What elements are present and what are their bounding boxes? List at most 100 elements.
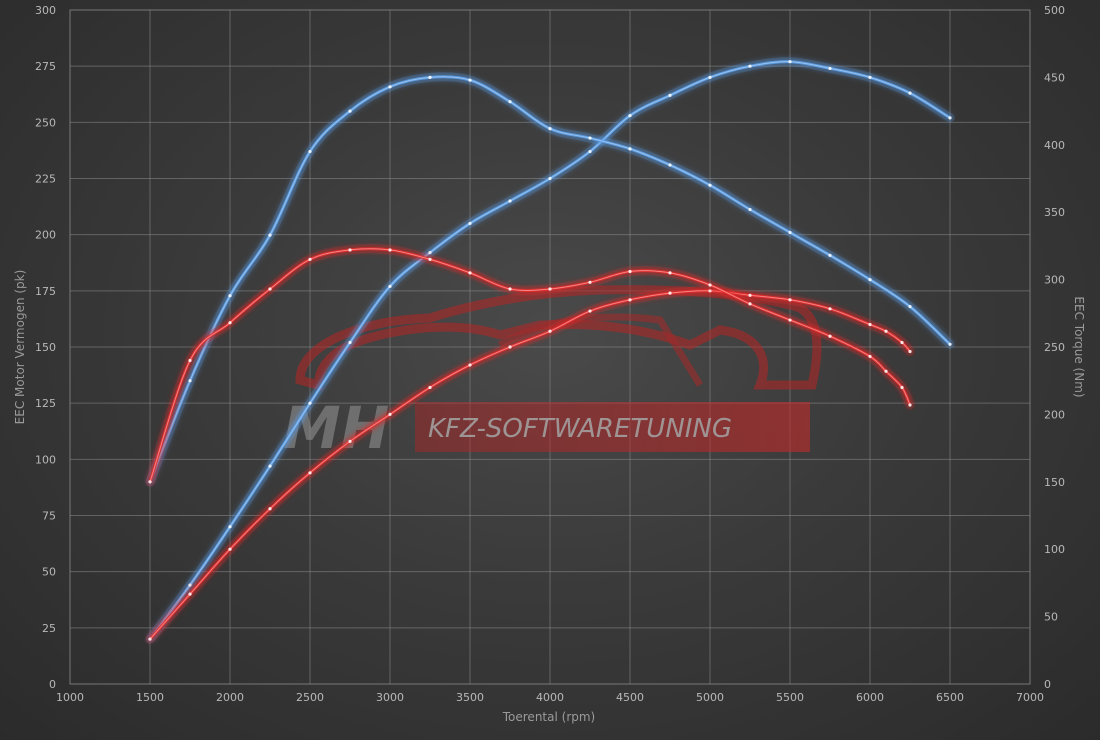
data-point (308, 471, 312, 475)
series-core (149, 248, 911, 482)
data-point (828, 307, 832, 311)
data-point (268, 233, 272, 237)
x-tick-label: 4000 (536, 691, 564, 704)
data-point (884, 369, 888, 373)
y-right-tick-label: 50 (1044, 611, 1058, 624)
data-point (628, 147, 632, 151)
data-point (908, 349, 912, 354)
data-point (588, 280, 592, 284)
data-point (948, 116, 952, 120)
data-point (548, 127, 552, 131)
series-tuned-torque (145, 72, 955, 487)
data-point (308, 149, 312, 154)
data-point (788, 230, 792, 235)
data-point (668, 163, 672, 167)
data-point (868, 75, 872, 79)
data-point (388, 248, 392, 252)
data-point (708, 283, 712, 287)
data-point (908, 403, 912, 407)
series-core (149, 61, 951, 640)
data-point (508, 199, 512, 203)
data-point (708, 183, 712, 187)
data-point (348, 248, 352, 252)
y-right-tick-label: 300 (1044, 274, 1065, 287)
y-right-tick-label: 500 (1044, 4, 1065, 17)
y-left-tick-label: 100 (35, 453, 56, 466)
data-point (748, 302, 752, 306)
data-point (388, 284, 392, 288)
data-point (668, 93, 672, 97)
y-right-tick-label: 150 (1044, 476, 1065, 489)
x-tick-label: 2500 (296, 691, 324, 704)
y-right-tick-label: 100 (1044, 543, 1065, 556)
data-point (428, 385, 432, 390)
data-point (828, 66, 832, 71)
data-point (548, 176, 552, 181)
x-tick-label: 2000 (216, 691, 244, 704)
data-point (948, 342, 952, 346)
data-point (628, 113, 632, 118)
x-tick-label: 1500 (136, 691, 164, 704)
y-right-tick-label: 450 (1044, 71, 1065, 84)
x-tick-label: 7000 (1016, 691, 1044, 704)
y-right-tick-label: 400 (1044, 139, 1065, 152)
data-point (268, 464, 272, 468)
series-core (149, 290, 911, 640)
y-right-tick-label: 0 (1044, 678, 1051, 691)
data-point (188, 583, 192, 587)
data-point (908, 91, 912, 95)
series-tuned-power (145, 57, 955, 644)
y-left-tick-label: 275 (35, 60, 56, 73)
x-tick-label: 4500 (616, 691, 644, 704)
y-left-tick-label: 50 (42, 566, 56, 579)
data-point (748, 293, 752, 297)
data-point (228, 294, 232, 298)
data-point (748, 207, 752, 212)
data-point (308, 401, 312, 405)
data-point (348, 109, 352, 113)
data-point (668, 291, 672, 295)
data-point (868, 278, 872, 282)
series-glow (145, 286, 915, 644)
data-point (628, 269, 632, 274)
data-point (708, 289, 712, 293)
x-tick-label: 5500 (776, 691, 804, 704)
data-point (900, 340, 904, 345)
watermark-text: KFZ-SOFTWARETUNING (428, 414, 732, 444)
data-point (588, 136, 592, 140)
x-tick-label: 3500 (456, 691, 484, 704)
data-point (428, 251, 432, 255)
data-point (228, 525, 232, 529)
y-right-tick-label: 250 (1044, 341, 1065, 354)
x-tick-label: 6500 (936, 691, 964, 704)
data-point (788, 318, 792, 322)
data-point (468, 78, 472, 82)
data-point (788, 298, 792, 302)
y-left-tick-label: 25 (42, 622, 56, 635)
data-point (268, 287, 272, 291)
data-point (428, 75, 432, 79)
y-axis-left-label: EEC Motor Vermogen (pk) (13, 270, 27, 425)
y-left-tick-label: 175 (35, 285, 56, 298)
data-point (348, 340, 352, 345)
data-point (428, 257, 432, 261)
x-tick-label: 1000 (56, 691, 84, 704)
data-point (828, 334, 832, 338)
data-point (468, 221, 472, 226)
data-point (868, 322, 872, 327)
data-point (748, 64, 752, 68)
data-point (508, 345, 512, 349)
data-point (188, 358, 192, 363)
data-point (268, 507, 272, 511)
data-point (388, 85, 392, 89)
data-point (908, 304, 912, 309)
data-point (188, 379, 192, 383)
data-point (348, 439, 352, 443)
y-left-tick-label: 250 (35, 116, 56, 129)
grid-lines (69, 9, 1031, 685)
data-point (148, 480, 152, 484)
watermark-car-window (498, 313, 703, 387)
data-point (668, 271, 672, 275)
data-point (548, 329, 552, 333)
